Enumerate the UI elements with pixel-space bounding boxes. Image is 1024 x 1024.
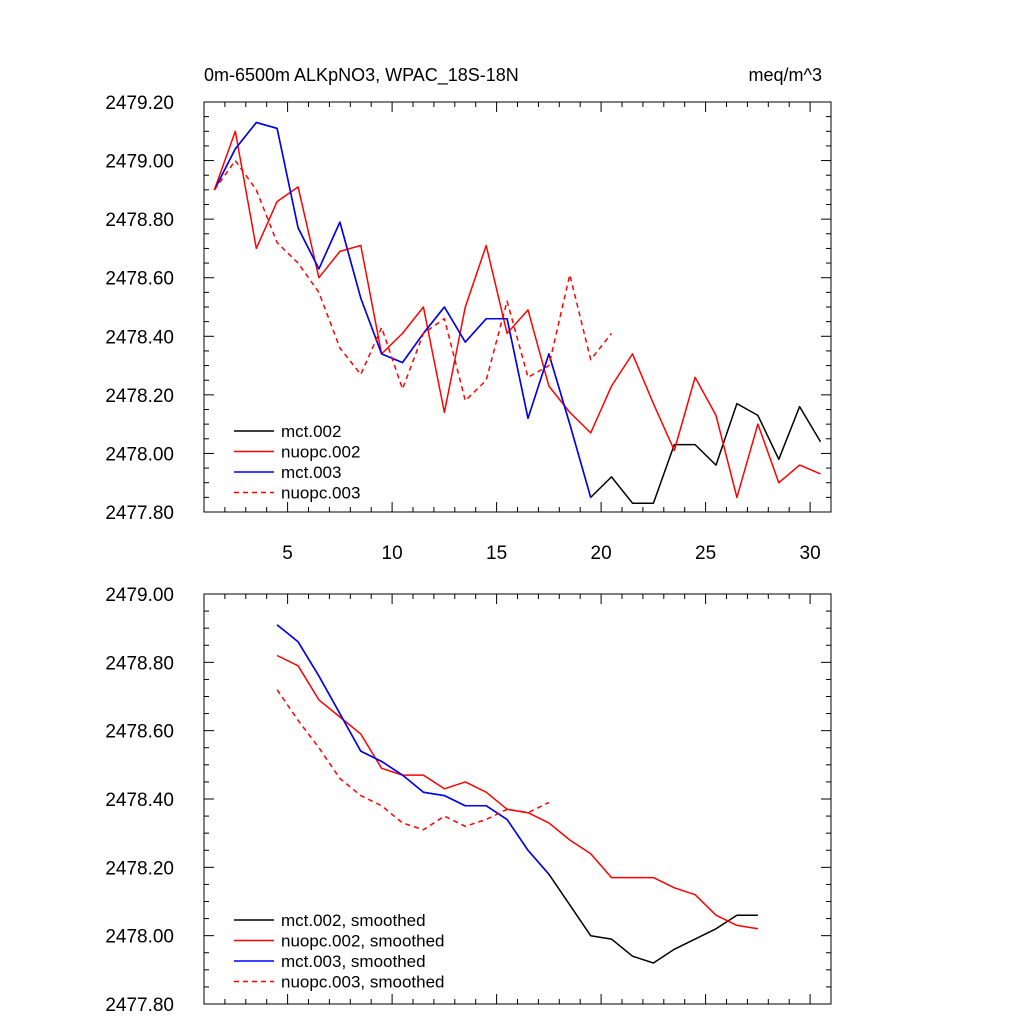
bottom-series	[276, 624, 759, 964]
bottom-y-tick-label: 2478.60	[105, 722, 174, 743]
top-plot-frame	[203, 101, 832, 513]
top-legend-label: mct.002	[281, 422, 341, 441]
top-series	[213, 121, 822, 504]
top-y-tick-labels: 2477.80 2478.00 2478.20 2478.40 2478.60 2478.…	[105, 93, 174, 524]
top-x-tick-label: 20	[591, 543, 612, 564]
top-series-line-3	[213, 159, 613, 402]
bottom-series-line-3	[276, 689, 550, 831]
top-y-tick-label: 2479.20	[105, 93, 174, 114]
top-y-tick-label: 2478.40	[105, 327, 174, 348]
bottom-series-line-1	[276, 654, 759, 930]
top-x-tick-label: 10	[382, 543, 403, 564]
bottom-y-tick-label: 2478.40	[105, 790, 174, 811]
top-series-line-2	[213, 121, 592, 498]
top-x-tick-label: 30	[800, 543, 821, 564]
top-y-tick-label: 2478.60	[105, 269, 174, 290]
bottom-legend: mct.002, smoothed nuopc.002, smoothedmct.…	[234, 911, 445, 992]
top-panel: 0m-6500m ALKpNO3, WPAC_18S-18N meq/m^3 2…	[105, 65, 832, 564]
top-legend-label: nuopc.003	[281, 484, 360, 503]
top-legend-label: nuopc.002	[281, 443, 360, 462]
bottom-panel: 2477.80 2478.00 2478.20 2478.40 2478.60 2478.…	[105, 585, 832, 1016]
bottom-y-tick-label: 2478.20	[105, 858, 174, 879]
bottom-plot-frame	[203, 593, 832, 1005]
bottom-legend-label: mct.002, smoothed	[281, 911, 426, 930]
top-y-tick-label: 2478.00	[105, 444, 174, 465]
top-x-tick-label: 15	[486, 543, 507, 564]
top-chart-units: meq/m^3	[749, 65, 822, 85]
bottom-legend-label: nuopc.003, smoothed	[281, 973, 445, 992]
bottom-y-tick-labels: 2477.80 2478.00 2478.20 2478.40 2478.60 2478.…	[105, 585, 174, 1016]
bottom-series-line-2	[276, 624, 550, 875]
top-chart-title: 0m-6500m ALKpNO3, WPAC_18S-18N	[204, 65, 519, 86]
top-x-tick-labels: 5 10 15 20 25 30	[282, 543, 820, 564]
top-y-tick-label: 2478.80	[105, 210, 174, 231]
top-legend-label: mct.003	[281, 463, 341, 482]
top-y-tick-label: 2479.00	[105, 152, 174, 173]
bottom-y-tick-label: 2478.00	[105, 927, 174, 948]
bottom-y-tick-label: 2478.80	[105, 653, 174, 674]
top-x-tick-label: 5	[282, 543, 293, 564]
top-x-tick-label: 25	[695, 543, 716, 564]
bottom-legend-label: nuopc.002, smoothed	[281, 932, 445, 951]
top-y-tick-label: 2477.80	[105, 503, 174, 524]
bottom-y-tick-label: 2479.00	[105, 585, 174, 606]
top-y-tick-label: 2478.20	[105, 386, 174, 407]
bottom-y-tick-label: 2477.80	[105, 995, 174, 1016]
bottom-legend-label: mct.003, smoothed	[281, 952, 426, 971]
